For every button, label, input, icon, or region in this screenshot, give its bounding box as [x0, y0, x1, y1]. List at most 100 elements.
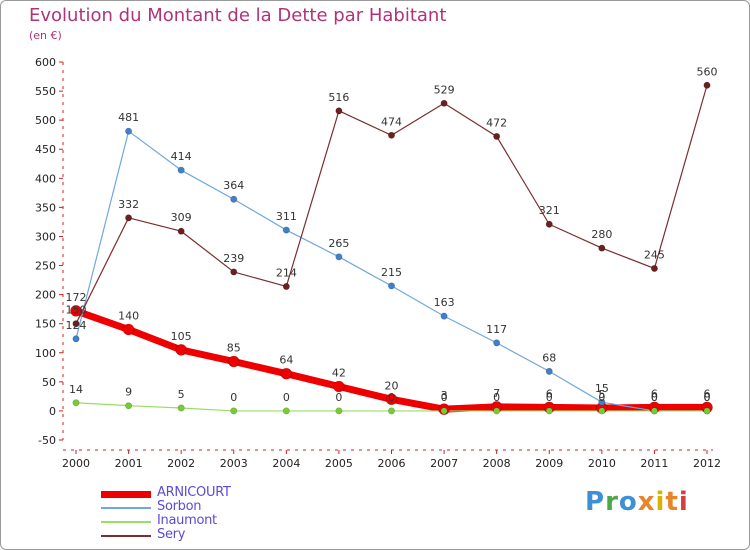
data-label-sorbon: 215: [381, 266, 402, 279]
data-label-inaumont: 0: [388, 391, 395, 404]
logo-letter: P: [585, 487, 606, 517]
data-label-sorbon: 364: [223, 179, 244, 192]
data-label-sorbon: 0: [651, 391, 658, 404]
data-label-inaumont: 0: [493, 391, 500, 404]
data-label-arnicourt: 6: [546, 387, 553, 400]
legend-swatch: [101, 535, 151, 537]
data-point-sorbon: [72, 335, 80, 343]
data-label-arnicourt: 64: [279, 354, 293, 367]
data-label-sery: 239: [223, 252, 244, 265]
data-label-inaumont: 0: [283, 391, 290, 404]
data-label-arnicourt: 5: [598, 388, 605, 401]
data-label-arnicourt: 140: [118, 310, 139, 323]
data-label-sorbon: 124: [66, 319, 87, 332]
logo-letter: o: [618, 487, 638, 517]
x-tick-label: 2007: [430, 457, 458, 470]
data-label-sorbon: 414: [171, 150, 192, 163]
data-label-sorbon: 0: [704, 391, 711, 404]
legend-item-sorbon: Sorbon: [101, 499, 301, 515]
data-point-sery: [72, 320, 80, 328]
data-point-sorbon: [230, 195, 238, 203]
data-label-sorbon: 481: [118, 111, 139, 124]
data-point-inaumont: [545, 407, 553, 415]
data-label-arnicourt: 42: [332, 366, 346, 379]
legend-label: Sery: [157, 527, 186, 542]
data-point-sery: [598, 244, 606, 252]
data-label-inaumont: 9: [125, 386, 132, 399]
data-label-arnicourt: 3: [441, 389, 448, 402]
data-point-inaumont: [440, 407, 448, 415]
data-label-sorbon: 311: [276, 210, 297, 223]
proxiti-logo: Proxiti: [585, 487, 689, 517]
data-label-sery: 560: [697, 65, 718, 78]
data-point-inaumont: [177, 404, 185, 412]
legend-item-arnicourt: ARNICOURT: [101, 485, 301, 501]
data-label-sorbon: 15: [595, 382, 609, 395]
x-tick-label: 2010: [588, 457, 616, 470]
data-label-sorbon: 163: [434, 296, 455, 309]
legend-label: Inaumont: [157, 513, 217, 528]
legend-swatch: [101, 507, 151, 509]
y-tick-label: 600: [35, 56, 56, 69]
data-label-inaumont: 5: [178, 388, 185, 401]
logo-letter: i: [655, 487, 666, 517]
y-tick-label: 250: [35, 260, 56, 273]
data-label-inaumont: 0: [651, 391, 658, 404]
data-label-sery: 245: [644, 248, 665, 261]
x-tick-label: 2000: [62, 457, 90, 470]
data-point-sery: [387, 131, 395, 139]
data-point-sorbon: [282, 226, 290, 234]
legend-label: Sorbon: [157, 499, 202, 514]
data-point-sery: [440, 99, 448, 107]
y-tick-label: 300: [35, 230, 56, 243]
y-tick-label: 400: [35, 172, 56, 185]
data-point-arnicourt: [227, 355, 240, 368]
data-point-inaumont: [493, 407, 501, 415]
data-point-sery: [545, 220, 553, 228]
data-point-inaumont: [282, 407, 290, 415]
legend-item-sery: Sery: [101, 527, 301, 543]
data-point-sorbon: [440, 312, 448, 320]
data-label-sery: 280: [591, 228, 612, 241]
x-tick-label: 2005: [325, 457, 353, 470]
data-label-arnicourt: 172: [66, 291, 87, 304]
data-point-sery: [177, 227, 185, 235]
data-point-inaumont: [703, 407, 711, 415]
legend-item-inaumont: Inaumont: [101, 513, 301, 529]
data-point-inaumont: [335, 407, 343, 415]
data-point-arnicourt: [122, 323, 135, 336]
logo-letter: x: [637, 487, 656, 517]
data-point-sorbon: [387, 282, 395, 290]
y-tick-label: -50: [38, 434, 56, 447]
data-label-arnicourt: 85: [227, 341, 241, 354]
legend-swatch: [101, 521, 151, 523]
data-point-sery: [493, 132, 501, 140]
data-label-sery: 332: [118, 198, 139, 211]
data-point-arnicourt: [175, 344, 187, 356]
x-tick-label: 2003: [220, 457, 248, 470]
data-label-sery: 516: [328, 91, 349, 104]
logo-letter: t: [665, 487, 679, 517]
data-label-sorbon: 265: [328, 237, 349, 250]
chart-legend: ARNICOURT Sorbon Inaumont Sery: [101, 485, 301, 543]
data-label-sery: 474: [381, 115, 402, 128]
data-point-sorbon: [177, 166, 185, 174]
y-tick-label: 350: [35, 201, 56, 214]
x-tick-label: 2006: [378, 457, 406, 470]
data-point-sorbon: [493, 339, 501, 347]
x-tick-label: 2012: [693, 457, 721, 470]
y-tick-label: 550: [35, 85, 56, 98]
data-label-sery: 529: [434, 83, 455, 96]
x-tick-label: 2009: [535, 457, 563, 470]
data-point-inaumont: [387, 407, 395, 415]
data-point-sery: [703, 81, 711, 89]
x-tick-label: 2001: [115, 457, 143, 470]
data-point-inaumont: [125, 402, 133, 410]
data-point-arnicourt: [333, 380, 345, 393]
data-label-inaumont: 0: [546, 391, 553, 404]
data-point-inaumont: [598, 407, 606, 415]
data-label-inaumont: 0: [441, 391, 448, 404]
y-tick-label: 500: [35, 114, 56, 127]
